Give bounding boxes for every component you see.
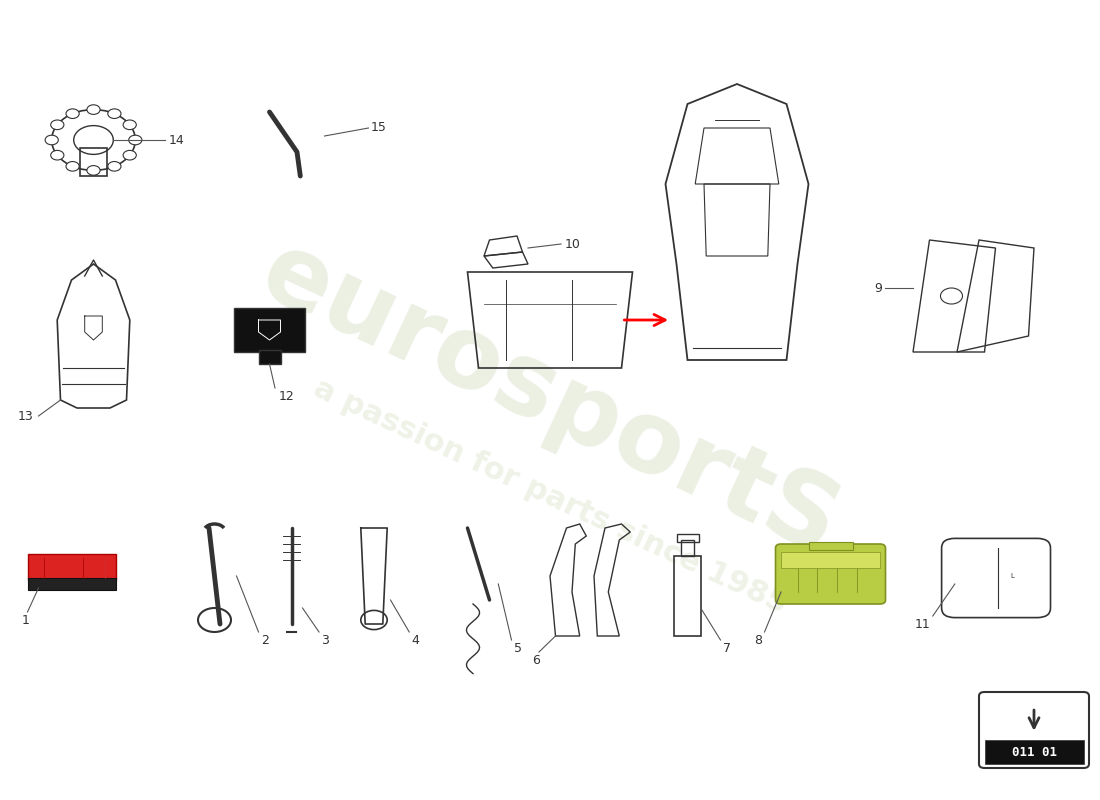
- Text: 8: 8: [755, 634, 762, 647]
- Bar: [984, 740, 1084, 764]
- Circle shape: [66, 109, 79, 118]
- Text: 3: 3: [321, 634, 329, 647]
- Text: 1: 1: [21, 614, 30, 627]
- Bar: [258, 350, 280, 364]
- Circle shape: [108, 162, 121, 171]
- Bar: [681, 540, 694, 556]
- FancyBboxPatch shape: [776, 544, 886, 604]
- Bar: [781, 552, 880, 568]
- Text: 14: 14: [168, 134, 184, 146]
- Circle shape: [87, 166, 100, 175]
- Text: 011 01: 011 01: [1012, 746, 1056, 758]
- Bar: [674, 556, 701, 636]
- Bar: [80, 148, 107, 176]
- Text: 10: 10: [564, 238, 580, 250]
- Text: eurosportS: eurosportS: [246, 224, 854, 576]
- Bar: [808, 542, 852, 550]
- Circle shape: [45, 135, 58, 145]
- FancyBboxPatch shape: [979, 692, 1089, 768]
- Text: a passion for parts since 1985: a passion for parts since 1985: [309, 374, 791, 618]
- Text: 15: 15: [371, 122, 386, 134]
- Bar: [234, 308, 305, 352]
- Circle shape: [51, 120, 64, 130]
- Text: 4: 4: [411, 634, 419, 647]
- Circle shape: [108, 109, 121, 118]
- Bar: [28, 554, 115, 580]
- Circle shape: [123, 120, 136, 130]
- Text: 7: 7: [723, 642, 730, 655]
- Bar: [28, 578, 115, 590]
- Circle shape: [51, 150, 64, 160]
- Circle shape: [129, 135, 142, 145]
- Text: 6: 6: [531, 654, 540, 667]
- Text: 5: 5: [514, 642, 521, 655]
- Text: 9: 9: [874, 282, 882, 294]
- Text: 13: 13: [18, 410, 33, 422]
- Circle shape: [87, 105, 100, 114]
- Bar: [676, 534, 698, 542]
- Text: 11: 11: [915, 618, 931, 631]
- Text: L: L: [1010, 573, 1014, 579]
- Text: 2: 2: [261, 634, 268, 647]
- Circle shape: [123, 150, 136, 160]
- Circle shape: [66, 162, 79, 171]
- Text: 12: 12: [278, 390, 294, 403]
